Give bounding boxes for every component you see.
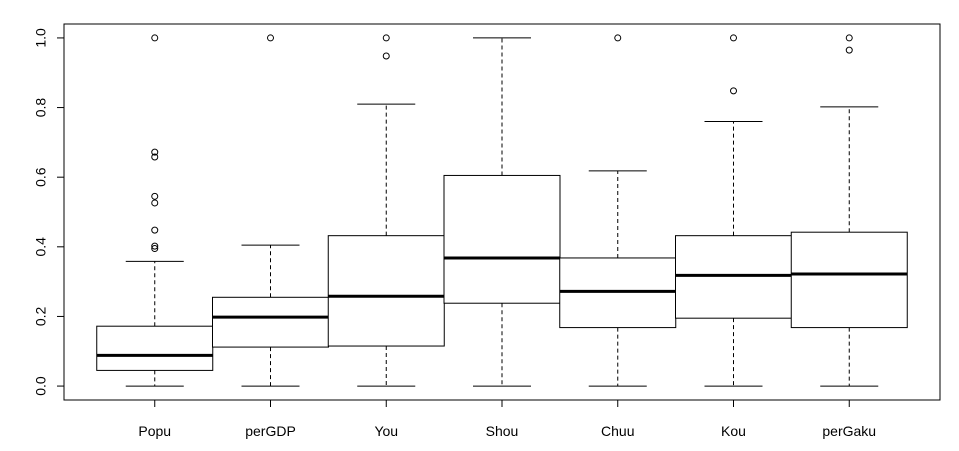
y-tick-label: 0.0 <box>33 376 49 396</box>
x-tick-label: Kou <box>721 423 746 439</box>
outlier-point <box>267 34 274 42</box>
box-Chuu <box>559 34 677 387</box>
x-tick-label: Chuu <box>601 423 634 439</box>
box-perGDP <box>212 34 329 387</box>
outlier-point <box>151 148 159 156</box>
outlier-point <box>151 34 159 42</box>
outlier-point <box>151 199 159 207</box>
iqr-box <box>443 174 561 304</box>
outlier-point <box>845 46 853 54</box>
y-tick-label: 0.2 <box>33 307 49 327</box>
iqr-box <box>790 231 908 329</box>
outlier-point <box>151 245 159 253</box>
iqr-box <box>327 235 445 347</box>
x-tick-label: You <box>374 423 398 439</box>
x-tick-label: perGaku <box>822 423 876 439</box>
outlier-point <box>151 226 159 234</box>
outlier-point <box>382 52 390 60</box>
outlier-point <box>614 34 622 42</box>
outlier-point <box>151 153 159 161</box>
outlier-point <box>730 87 737 95</box>
box-You <box>327 34 445 387</box>
box-Shou <box>443 37 561 387</box>
x-tick-label: Shou <box>486 423 519 439</box>
outlier-point <box>151 192 159 200</box>
y-tick-label: 0.6 <box>33 167 49 187</box>
box-perGaku <box>790 34 908 387</box>
outlier-point <box>151 242 159 250</box>
iqr-box <box>212 296 329 348</box>
y-tick-label: 0.8 <box>33 98 49 118</box>
outlier-point <box>382 34 390 42</box>
x-axis: Popu perGDP You Shou Chuu Kou perGaku <box>138 399 876 439</box>
outlier-point <box>845 34 853 42</box>
y-tick-label: 1.0 <box>33 28 49 48</box>
box-Popu <box>96 34 214 387</box>
y-axis: 0.0 0.2 0.4 0.6 0.8 1.0 <box>33 28 65 396</box>
x-tick-label: perGDP <box>245 423 296 439</box>
x-tick-label: Popu <box>138 423 171 439</box>
boxes <box>96 34 908 387</box>
iqr-box <box>96 325 214 371</box>
iqr-box <box>675 235 792 319</box>
outlier-point <box>730 34 737 42</box>
y-tick-label: 0.4 <box>33 237 49 257</box>
box-Kou <box>675 34 792 387</box>
